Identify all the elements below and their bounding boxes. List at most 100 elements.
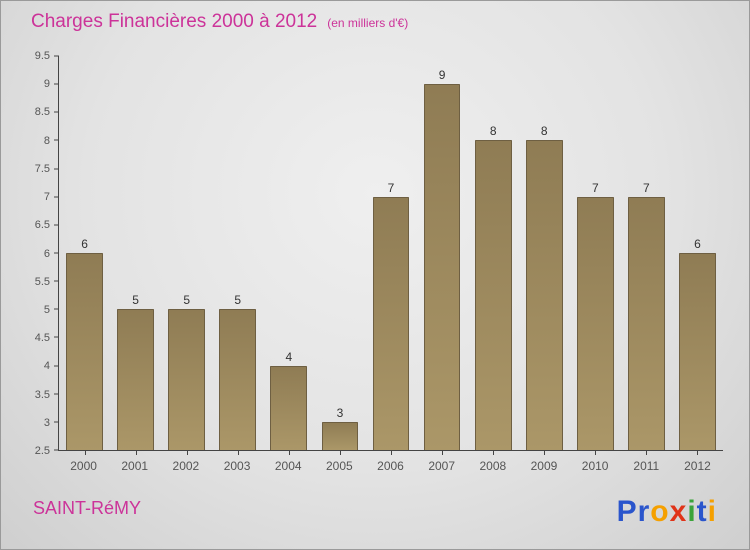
bar-column: 7: [365, 56, 416, 450]
bar-column: 6: [672, 56, 723, 450]
x-tick-mark: [135, 450, 137, 455]
bar-column: 8: [519, 56, 570, 450]
logo-letter: P: [616, 495, 638, 528]
y-tick-label: 2.5: [34, 445, 50, 457]
y-tick-mark: [54, 83, 59, 85]
bar-value-label: 7: [387, 180, 395, 195]
y-tick-label: 9: [43, 78, 50, 91]
x-tick-mark: [697, 450, 699, 455]
y-tick-label: 4: [43, 360, 50, 373]
y-tick-mark: [54, 196, 59, 198]
bar-value-label: 7: [643, 180, 650, 195]
x-tick-label: 2006: [377, 459, 404, 473]
company-name: SAINT-RéMY: [33, 498, 142, 518]
y-tick-label: 8.5: [34, 106, 50, 119]
x-tick-label: 2007: [428, 459, 456, 473]
x-tick-mark: [544, 450, 546, 455]
bar-chart: 6 5 5 5 4 3 7 9 8 8 7 7 6 2000 2001 2002 2003 2004 2005 20…: [35, 50, 723, 473]
x-tick-mark: [646, 450, 648, 455]
x-tick-label: 2005: [326, 459, 353, 473]
y-tick-label: 5.5: [34, 275, 50, 288]
logo-letter: i: [687, 495, 697, 528]
x-tick-mark: [595, 450, 597, 455]
bar-value-label: 5: [183, 293, 191, 308]
y-tick-mark: [54, 336, 59, 338]
x-tick-label: 2011: [633, 459, 660, 473]
plot-area: 6 5 5 5 4 3 7 9 8 8 7 7 6: [54, 55, 723, 455]
bar-column: 5: [212, 56, 263, 450]
bar-value-label: 8: [489, 124, 497, 139]
x-tick-label: 2002: [172, 459, 200, 473]
y-tick-mark: [54, 252, 59, 254]
x-tick-label: 2004: [274, 459, 302, 473]
bar-value-label: 3: [336, 405, 344, 420]
logo-letter: t: [696, 495, 708, 528]
x-tick-label: 2000: [70, 459, 97, 473]
x-tick-label: 2003: [223, 459, 251, 473]
bar-column: 4: [263, 56, 314, 450]
bar-value-label: 5: [234, 293, 242, 308]
y-tick-label: 7.5: [34, 162, 50, 175]
bar: [423, 84, 461, 450]
bar: [321, 421, 359, 450]
bar: [628, 196, 665, 450]
y-tick-mark: [54, 280, 59, 282]
x-tick-label: 2012: [684, 459, 711, 473]
bar-column: 5: [161, 56, 212, 450]
y-tick-label: 3: [43, 416, 50, 429]
bar-value-label: 8: [540, 124, 548, 139]
bar-value-label: 6: [81, 237, 88, 251]
bar: [270, 365, 308, 450]
y-tick-mark: [54, 168, 59, 170]
proxiti-logo: Proxiti: [617, 497, 717, 527]
bar: [117, 309, 154, 450]
bar: [525, 140, 563, 450]
y-tick-mark: [54, 393, 59, 395]
x-tick-mark: [493, 450, 495, 455]
bar: [219, 309, 257, 450]
x-tick-mark: [186, 450, 188, 455]
x-tick-mark: [288, 450, 290, 455]
x-tick-label: 2008: [479, 459, 507, 473]
y-tick-label: 8: [43, 134, 50, 147]
y-tick-label: 5: [43, 303, 50, 316]
bar-column: 8: [468, 56, 519, 450]
y-tick-mark: [54, 139, 59, 141]
bar: [474, 140, 512, 450]
y-tick-mark: [54, 55, 59, 57]
y-tick-mark: [54, 224, 59, 226]
bar-value-label: 4: [285, 349, 293, 364]
x-tick-mark: [442, 450, 444, 455]
x-tick-mark: [339, 450, 341, 455]
y-tick-mark: [54, 365, 59, 367]
bar-value-label: 9: [438, 68, 446, 83]
x-tick-mark: [237, 450, 239, 455]
chart-title: Charges Financières 2000 à 2012: [31, 11, 318, 32]
logo-letter: x: [669, 495, 688, 528]
x-tick-mark: [84, 450, 86, 455]
chart-header: Charges Financières 2000 à 2012 (en mill…: [31, 11, 408, 33]
bar: [372, 196, 410, 450]
bar-column: 6: [59, 56, 110, 450]
x-axis-labels: 2000 2001 2002 2003 2004 2005 2006 2007 2008 2009…: [58, 459, 723, 473]
y-tick-label: 6.5: [34, 219, 50, 232]
logo-letter: r: [637, 495, 651, 528]
chart-subtitle: (en milliers d'€): [327, 16, 409, 30]
y-tick-mark: [54, 111, 59, 113]
y-tick-mark: [54, 421, 59, 423]
x-tick-mark: [391, 450, 392, 455]
y-tick-label: 9.5: [34, 50, 50, 62]
logo-letter: o: [650, 495, 670, 528]
bar: [576, 196, 614, 450]
bar-column: 3: [314, 56, 365, 450]
y-tick-label: 4.5: [34, 332, 50, 345]
bar-column: 7: [621, 56, 672, 450]
y-tick-label: 6: [43, 247, 50, 260]
bar: [66, 253, 103, 450]
bar-value-label: 7: [591, 180, 599, 195]
x-tick-label: 2001: [121, 459, 149, 473]
y-tick-mark: [54, 449, 59, 451]
bar-column: 7: [570, 56, 621, 450]
y-tick-label: 3.5: [34, 388, 50, 401]
